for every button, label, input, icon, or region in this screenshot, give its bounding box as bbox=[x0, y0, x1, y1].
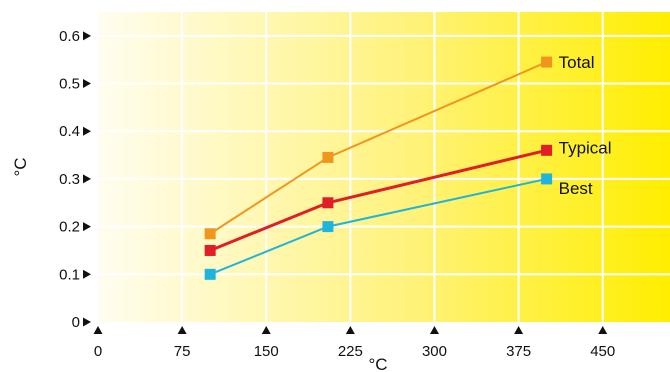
series: Total Typical Best bbox=[204, 53, 612, 280]
x-tick-arrow bbox=[261, 326, 271, 334]
data-point bbox=[204, 228, 216, 240]
x-axis-title: °C bbox=[368, 355, 387, 372]
x-tick-arrow bbox=[598, 326, 608, 334]
data-point bbox=[322, 221, 334, 233]
series-typical: Typical bbox=[204, 138, 612, 256]
y-tick-arrow bbox=[83, 317, 91, 327]
x-tick-label: 450 bbox=[590, 343, 615, 360]
y-tick-arrow bbox=[83, 269, 91, 279]
data-point bbox=[204, 244, 216, 256]
data-point bbox=[204, 268, 216, 280]
data-point bbox=[541, 173, 553, 185]
data-point bbox=[322, 151, 334, 163]
y-axis-title: °C bbox=[11, 157, 30, 176]
y-tick-arrow bbox=[83, 79, 91, 89]
x-tick-arrow bbox=[429, 326, 439, 334]
x-tick-label: 225 bbox=[338, 343, 363, 360]
y-tick-arrow bbox=[83, 174, 91, 184]
x-tick-arrow bbox=[514, 326, 524, 334]
x-tick-arrow bbox=[177, 326, 187, 334]
grid-lines bbox=[98, 12, 670, 322]
data-point bbox=[322, 197, 334, 209]
series-label: Total bbox=[559, 53, 595, 72]
x-tick-arrow bbox=[93, 326, 103, 334]
series-label: Typical bbox=[559, 138, 612, 157]
series-total: Total bbox=[204, 53, 595, 240]
y-tick-arrow bbox=[83, 222, 91, 232]
y-tick-label: 0.5 bbox=[59, 76, 80, 93]
data-point bbox=[541, 56, 553, 68]
y-tick-label: 0.2 bbox=[59, 219, 80, 236]
axes: 0 0.1 0.2 0.3 0.4 0.5 0.6 0 75 150 225 300 375 450 bbox=[59, 28, 615, 360]
x-tick-arrow bbox=[345, 326, 355, 334]
plot-background bbox=[98, 12, 670, 322]
series-best: Best bbox=[204, 173, 593, 280]
x-tick-label: 0 bbox=[94, 343, 102, 360]
y-tick-arrow bbox=[83, 126, 91, 136]
series-label: Best bbox=[559, 179, 593, 198]
x-tick-label: 375 bbox=[506, 343, 531, 360]
y-tick-label: 0.4 bbox=[59, 123, 80, 140]
x-tick-label: 300 bbox=[422, 343, 447, 360]
data-point bbox=[541, 144, 553, 156]
y-tick-label: 0.1 bbox=[59, 266, 80, 283]
x-tick-label: 150 bbox=[254, 343, 279, 360]
y-tick-label: 0.6 bbox=[59, 28, 80, 45]
y-tick-arrow bbox=[83, 31, 91, 41]
x-tick-label: 75 bbox=[174, 343, 191, 360]
y-tick-label: 0 bbox=[72, 314, 80, 331]
y-tick-label: 0.3 bbox=[59, 171, 80, 188]
